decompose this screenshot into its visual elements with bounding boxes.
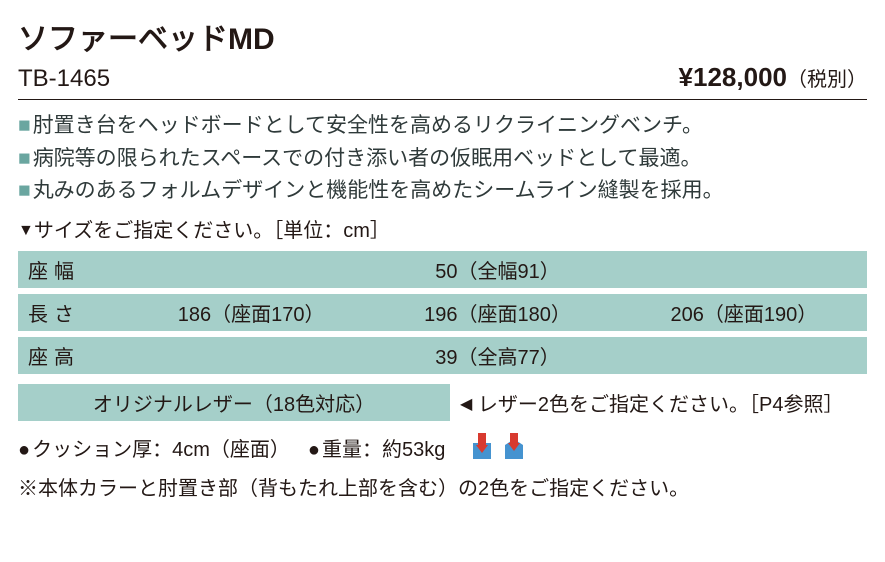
row-label: 長さ xyxy=(18,294,128,331)
leather-note-text: レザー2色をご指定ください。［P4参照］ xyxy=(478,394,844,416)
bullet-item: ■病院等の限られたスペースでの付き添い者の仮眠用ベッドとして最適。 xyxy=(18,143,867,176)
weight-spec: 重量：約53kg xyxy=(308,433,445,462)
cushion-spec: クッション厚：4cm（座面） xyxy=(18,433,290,462)
row-value: 196（座面180） xyxy=(374,294,620,331)
bullet-text: 丸みのあるフォルムデザインと機能性を高めたシームライン縫製を採用。 xyxy=(33,179,724,202)
table-row: 座高 39（全高77） xyxy=(18,337,867,374)
square-icon: ■ xyxy=(18,114,31,137)
table-row: 座幅 50（全幅91） xyxy=(18,251,867,288)
box-icon xyxy=(501,433,527,461)
row-value: 206（座面190） xyxy=(621,294,867,331)
footnote: ※本体カラーと肘置き部（背もたれ上部を含む）の2色をご指定ください。 xyxy=(18,472,867,501)
leather-note: ◀ レザー2色をご指定ください。［P4参照］ xyxy=(460,388,843,417)
row-value: 39（全高77） xyxy=(128,337,867,374)
bullet-text: 肘置き台をヘッドボードとして安全性を高めるリクライニングベンチ。 xyxy=(33,114,703,137)
tax-suffix: （税別） xyxy=(787,69,867,91)
bullet-text: 病院等の限られたスペースでの付き添い者の仮眠用ベッドとして最適。 xyxy=(33,147,702,170)
table-row: 長さ 186（座面170） 196（座面180） 206（座面190） xyxy=(18,294,867,331)
size-note: ▼サイズをご指定ください。［単位：cm］ xyxy=(18,214,867,243)
feature-bullets: ■肘置き台をヘッドボードとして安全性を高めるリクライニングベンチ。 ■病院等の限… xyxy=(18,110,867,208)
row-value: 50（全幅91） xyxy=(128,251,867,288)
row-label: 座高 xyxy=(18,337,128,374)
row-label: 座幅 xyxy=(18,251,128,288)
bullet-item: ■丸みのあるフォルムデザインと機能性を高めたシームライン縫製を採用。 xyxy=(18,175,867,208)
triangle-left-icon: ◀ xyxy=(460,396,472,413)
bullet-item: ■肘置き台をヘッドボードとして安全性を高めるリクライニングベンチ。 xyxy=(18,110,867,143)
triangle-down-icon: ▼ xyxy=(18,222,34,239)
size-table: 座幅 50（全幅91） 長さ 186（座面170） 196（座面180） 206… xyxy=(18,245,867,380)
spec-line: クッション厚：4cm（座面） 重量：約53kg xyxy=(18,433,867,462)
model-price-row: TB-1465 ¥128,000（税別） xyxy=(18,62,867,100)
square-icon: ■ xyxy=(18,147,31,170)
box-icons xyxy=(469,433,527,461)
box-icon xyxy=(469,433,495,461)
product-spec-sheet: ソファーベッドMD TB-1465 ¥128,000（税別） ■肘置き台をヘッド… xyxy=(0,0,885,515)
leather-box: オリジナルレザー（18色対応） xyxy=(18,384,450,421)
product-name: ソファーベッドMD xyxy=(18,14,275,58)
row-value: 186（座面170） xyxy=(128,294,374,331)
title-row: ソファーベッドMD xyxy=(18,14,867,58)
price-value: ¥128,000 xyxy=(679,62,787,92)
size-note-text: サイズをご指定ください。［単位：cm］ xyxy=(34,220,390,242)
square-icon: ■ xyxy=(18,179,31,202)
leather-row: オリジナルレザー（18色対応） ◀ レザー2色をご指定ください。［P4参照］ xyxy=(18,384,867,421)
price: ¥128,000（税別） xyxy=(679,62,867,93)
model-code: TB-1465 xyxy=(18,65,110,93)
